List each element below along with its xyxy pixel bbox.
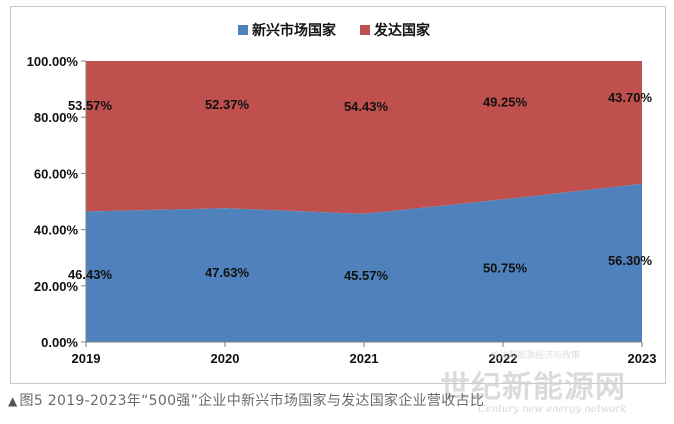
y-tick-label: 20.00% bbox=[34, 279, 79, 294]
data-label-新兴市场国家: 50.75% bbox=[483, 261, 528, 276]
x-tick-label: 2021 bbox=[350, 351, 379, 366]
legend-swatch-新兴市场国家 bbox=[238, 25, 248, 35]
y-tick-label: 80.00% bbox=[34, 110, 79, 125]
data-label-发达国家: 49.25% bbox=[483, 95, 528, 110]
figure-caption: ▲ 图5 2019-2023年“500强”企业中新兴市场国家与发达国家企业营收占比 bbox=[8, 390, 668, 412]
y-tick-label: 0.00% bbox=[41, 335, 78, 350]
data-label-发达国家: 52.37% bbox=[205, 97, 250, 112]
data-label-发达国家: 43.70% bbox=[608, 90, 653, 105]
triangle-marker-icon: ▲ bbox=[8, 394, 18, 408]
legend-label-发达国家: 发达国家 bbox=[373, 22, 431, 39]
legend-label-新兴市场国家: 新兴市场国家 bbox=[252, 22, 337, 39]
y-tick-label: 40.00% bbox=[34, 223, 79, 238]
watermark-slogan: 关注新能源经济与政策 bbox=[490, 351, 581, 361]
data-label-新兴市场国家: 46.43% bbox=[68, 267, 113, 282]
data-label-新兴市场国家: 56.30% bbox=[608, 253, 653, 268]
watermark-logo-text: 世纪新能源网 bbox=[440, 370, 626, 405]
area-series-新兴市场国家 bbox=[86, 183, 642, 342]
data-label-发达国家: 53.57% bbox=[68, 98, 113, 113]
x-tick-label: 2022 bbox=[489, 351, 518, 366]
caption-text: 图5 2019-2023年“500强”企业中新兴市场国家与发达国家企业营收占比 bbox=[19, 393, 485, 409]
legend-swatch-发达国家 bbox=[360, 25, 370, 35]
area-series-发达国家 bbox=[86, 61, 642, 214]
data-label-新兴市场国家: 45.57% bbox=[344, 268, 389, 283]
x-tick-label: 2023 bbox=[628, 351, 657, 366]
watermark-english: Century new energy network bbox=[478, 404, 627, 415]
data-label-新兴市场国家: 47.63% bbox=[205, 265, 250, 280]
y-tick-label: 60.00% bbox=[34, 166, 79, 181]
x-tick-label: 2019 bbox=[72, 351, 101, 366]
x-tick-label: 2020 bbox=[211, 351, 240, 366]
data-label-发达国家: 54.43% bbox=[344, 99, 389, 114]
y-tick-label: 100.00% bbox=[27, 54, 79, 69]
